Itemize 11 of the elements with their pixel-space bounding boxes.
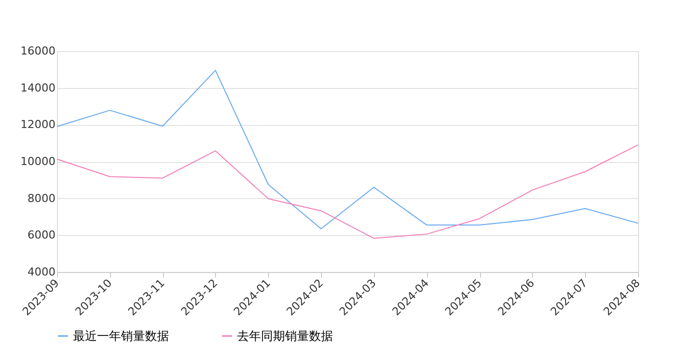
y-tick-label: 12000	[20, 118, 56, 132]
y-tick-label: 6000	[28, 228, 56, 242]
y-tick-label: 4000	[28, 266, 56, 278]
y-tick-label: 14000	[20, 81, 56, 94]
y-tick-label: 16000	[20, 44, 56, 58]
line-series	[56, 144, 638, 239]
legend-label: 最近一年销量数据	[73, 329, 169, 343]
legend-label: 去年同期销量数据	[237, 329, 333, 343]
line-series	[56, 70, 638, 230]
y-tick-label: 8000	[28, 192, 56, 205]
y-tick-label: 10000	[20, 155, 56, 168]
